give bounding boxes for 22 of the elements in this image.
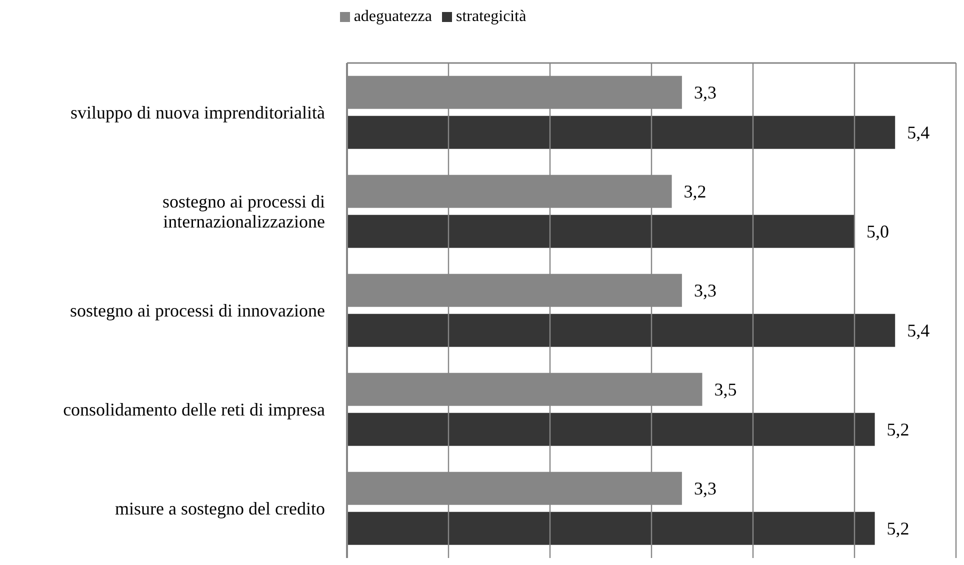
y-tick-label: sviluppo di nuova imprenditorialità: [70, 102, 326, 122]
bar: [347, 412, 875, 446]
bar: [347, 314, 896, 347]
data-label: 5,4: [907, 320, 930, 340]
data-label: 3,3: [694, 478, 716, 498]
bar: [347, 512, 875, 545]
legend-label: adeguatezza: [354, 8, 432, 25]
bar: [347, 116, 896, 149]
data-label: 5,4: [907, 122, 930, 142]
y-tick-label: sostegno ai processi di innovazione: [70, 300, 325, 320]
data-label: 5,2: [886, 419, 910, 440]
legend-label: strategicità: [456, 8, 526, 25]
data-label: 3,3: [694, 280, 716, 300]
data-label: 3,3: [694, 82, 716, 102]
y-tick-label: misure a sostegno del credito: [115, 498, 325, 518]
bar: [347, 214, 854, 248]
data-label: 3,2: [684, 181, 706, 202]
y-tick-label: sostegno ai processi di internazionalizzazione: [162, 192, 326, 232]
data-label: 3,5: [714, 379, 737, 400]
data-label: 5,2: [886, 518, 910, 538]
data-label: 5,0: [866, 221, 889, 242]
y-tick-label: consolidamento delle reti di impresa: [63, 400, 325, 420]
